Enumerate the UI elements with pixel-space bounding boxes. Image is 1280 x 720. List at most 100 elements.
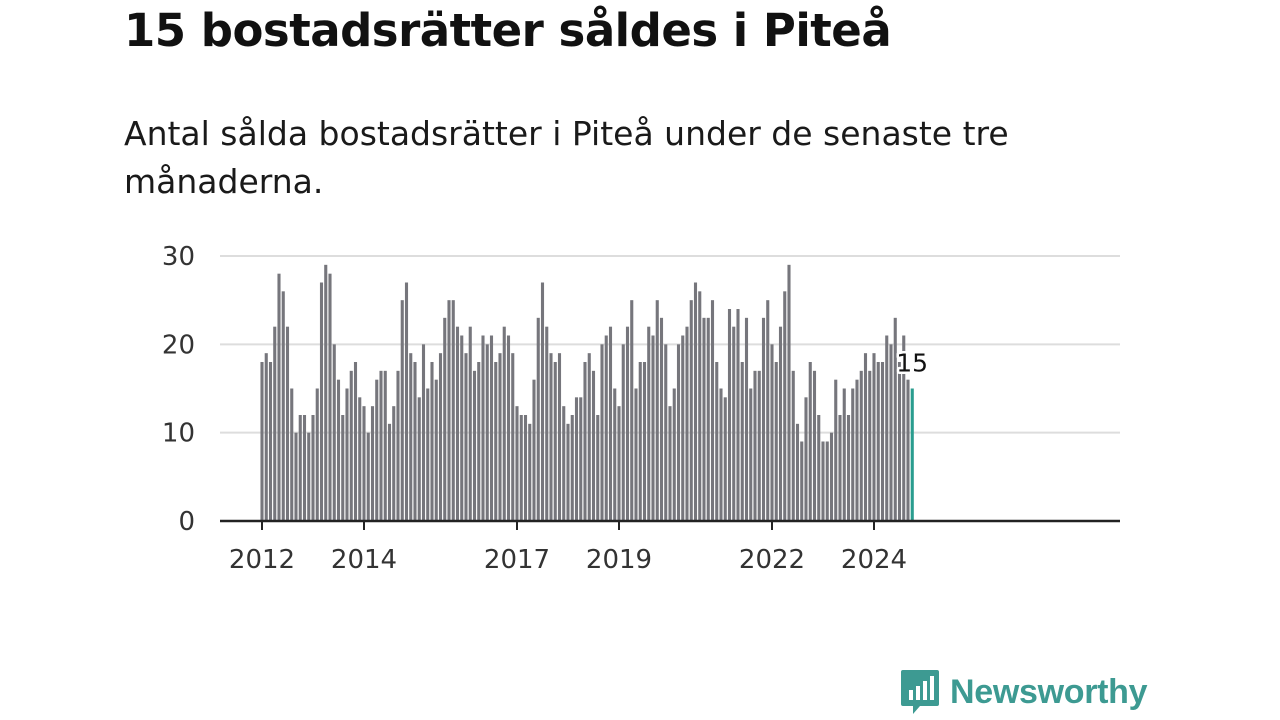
- bar: [655, 300, 659, 521]
- bar: [328, 273, 332, 521]
- y-axis-ticks: 0 10 20 30: [162, 242, 195, 537]
- bar: [668, 406, 672, 521]
- bar: [608, 326, 613, 521]
- bar: [664, 344, 668, 521]
- bar: [298, 415, 302, 521]
- bar: [647, 326, 651, 521]
- bar: [281, 291, 285, 521]
- bar: [706, 317, 710, 521]
- bar: [290, 388, 294, 521]
- bar: [570, 415, 574, 521]
- bar: [795, 423, 800, 521]
- bar: [285, 326, 290, 521]
- bar: [630, 300, 634, 521]
- bar: [727, 309, 732, 521]
- bar: [400, 300, 404, 521]
- bar: [460, 335, 464, 521]
- bar-latest: [910, 388, 914, 521]
- bar: [341, 415, 345, 521]
- bar: [307, 432, 311, 521]
- bar: [345, 388, 349, 521]
- bar: [277, 273, 281, 521]
- bar: [744, 317, 749, 521]
- bar: [863, 353, 868, 521]
- bar: [893, 317, 897, 521]
- bar: [651, 335, 655, 521]
- chart-subtitle: Antal sålda bostadsrätter i Piteå under …: [124, 114, 1009, 201]
- bar: [438, 353, 443, 521]
- bar: [804, 397, 808, 521]
- bar: [676, 344, 681, 521]
- bar: [885, 335, 889, 521]
- bar: [392, 406, 396, 521]
- bar: [260, 362, 264, 521]
- bar: [689, 300, 693, 521]
- bar: [506, 335, 511, 521]
- bar-chart-bubble-icon: [901, 670, 939, 714]
- bar: [791, 370, 795, 521]
- bar: [617, 406, 621, 521]
- bar: [383, 370, 387, 521]
- bar: [366, 432, 370, 521]
- bar: [842, 388, 846, 521]
- x-tick-label-2012: 2012: [229, 545, 295, 575]
- bar: [455, 326, 460, 521]
- bar: [375, 379, 379, 521]
- last-value-label-halo: 15: [896, 349, 928, 378]
- bar: [557, 353, 562, 521]
- x-tick-label-2017: 2017: [484, 545, 550, 575]
- bar: [311, 415, 315, 521]
- bar: [600, 344, 604, 521]
- bar: [362, 406, 366, 521]
- bar: [579, 397, 583, 521]
- bar: [829, 432, 834, 521]
- bar: [421, 344, 426, 521]
- bar: [770, 344, 774, 521]
- y-tick-label-30: 30: [162, 242, 195, 272]
- bar: [349, 370, 353, 521]
- bar: [302, 415, 307, 521]
- bar: [481, 335, 485, 521]
- bar: [625, 326, 630, 521]
- bar: [749, 388, 753, 521]
- x-tick-label-2022: 2022: [739, 545, 805, 575]
- bar: [812, 370, 817, 521]
- bar: [817, 415, 821, 521]
- x-tick-label-2014: 2014: [331, 545, 397, 575]
- brand-name: Newsworthy: [950, 672, 1148, 711]
- bar: [370, 406, 375, 521]
- bar: [485, 344, 489, 521]
- x-tick-label-2019: 2019: [586, 545, 652, 575]
- bar: [536, 317, 540, 521]
- bar: [574, 397, 579, 521]
- bar: [426, 388, 430, 521]
- bar: [787, 264, 791, 521]
- bar: [761, 317, 766, 521]
- bar: [319, 282, 324, 521]
- bar: [545, 326, 549, 521]
- bar: [417, 397, 421, 521]
- bar: [774, 362, 778, 521]
- bar: [413, 362, 417, 521]
- bar: [859, 370, 863, 521]
- bar: [834, 379, 838, 521]
- bar: [719, 388, 723, 521]
- bar: [902, 335, 906, 521]
- bar: [515, 406, 519, 521]
- bar: [591, 370, 596, 521]
- bar: [472, 370, 477, 521]
- bar: [800, 441, 804, 521]
- bar: [587, 353, 591, 521]
- bar: [468, 326, 472, 521]
- bar: [672, 388, 676, 521]
- bar: [846, 415, 851, 521]
- bar: [681, 335, 685, 521]
- bar: [336, 379, 341, 521]
- bar: [477, 362, 481, 521]
- bar: [659, 317, 664, 521]
- bar: [502, 326, 506, 521]
- y-tick-label-20: 20: [162, 330, 195, 360]
- bar: [315, 388, 319, 521]
- y-tick-label-10: 10: [162, 419, 195, 449]
